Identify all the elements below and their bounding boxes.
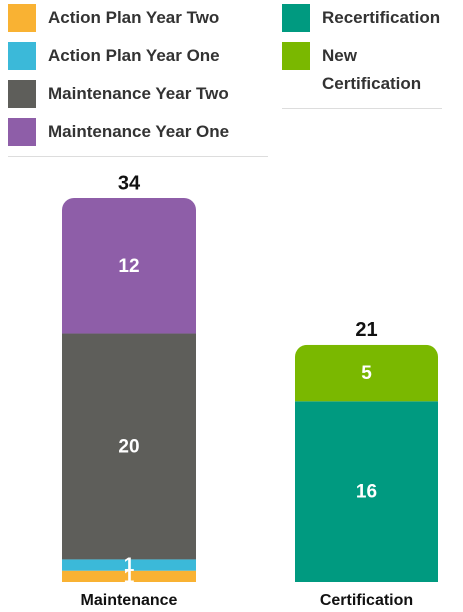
legend-label: New Certification <box>322 46 422 93</box>
legend-item: Maintenance Year Two <box>8 80 268 108</box>
legend: Action Plan Year Two Action Plan Year One… <box>8 4 268 157</box>
value-label: 12 <box>118 256 139 277</box>
bar-group <box>295 344 438 582</box>
value-label: 20 <box>118 436 139 457</box>
legend-swatch <box>8 80 36 108</box>
legend-label: Action Plan Year Two <box>48 8 220 27</box>
legend-swatch <box>8 4 36 32</box>
total-label: 21 <box>355 319 377 341</box>
legend: Recertification New Certification <box>282 4 442 109</box>
legend-label: Action Plan Year One <box>48 46 220 65</box>
bar-segment <box>295 344 438 402</box>
legend-item: Recertification <box>282 4 442 32</box>
x-tick-label: Maintenance <box>81 592 178 609</box>
legend-item: Action Plan Year One <box>8 42 268 70</box>
legend-separator <box>8 156 268 157</box>
legend-item: New Certification <box>282 42 442 98</box>
bar-segment <box>295 401 438 582</box>
legend-swatch <box>8 118 36 146</box>
legend-item: Maintenance Year One <box>8 118 268 146</box>
x-tick-label: Certification <box>320 592 413 609</box>
total-label: 34 <box>118 172 141 194</box>
legend-label: Maintenance Year One <box>48 122 230 141</box>
value-label: 16 <box>356 482 377 503</box>
legend-separator <box>282 108 442 109</box>
legend-swatch <box>8 42 36 70</box>
value-label: 1 <box>124 566 135 587</box>
legend-swatch <box>282 42 310 70</box>
value-label: 5 <box>361 363 372 384</box>
bar-segment <box>62 333 196 560</box>
legend-item: Action Plan Year Two <box>8 4 268 32</box>
bar-segment <box>62 570 196 582</box>
bar-segment <box>62 198 196 334</box>
legend-label: Maintenance Year Two <box>48 84 229 103</box>
legend-swatch <box>282 4 310 32</box>
bar-group <box>62 198 196 582</box>
legend-label: Recertification <box>322 8 441 27</box>
value-label: 1 <box>124 555 135 576</box>
bar-segment <box>62 559 196 571</box>
